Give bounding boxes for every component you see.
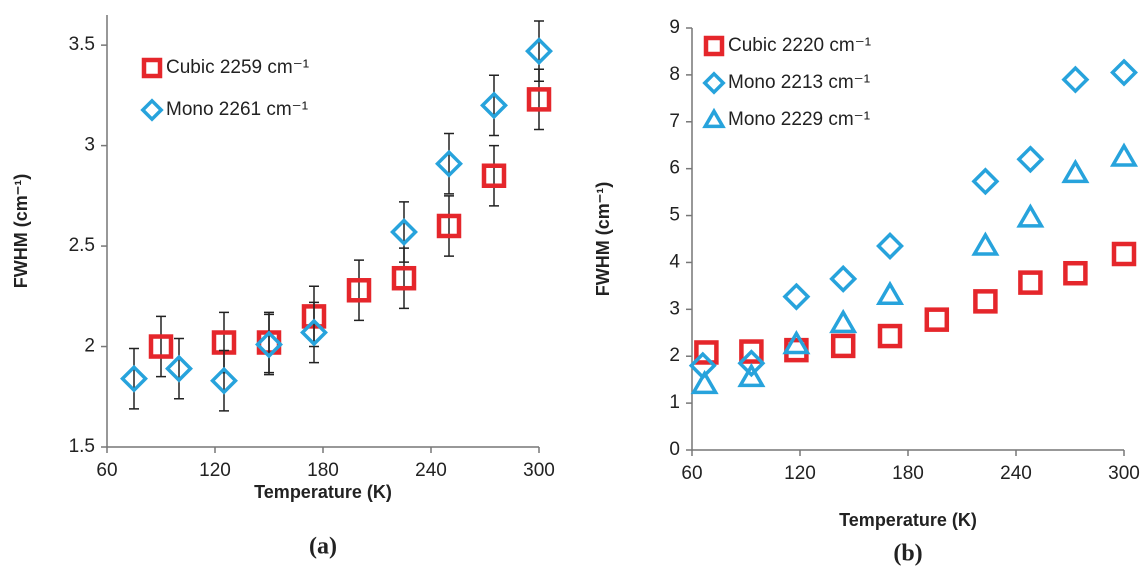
error-bar bbox=[444, 195, 454, 257]
marker-diamond bbox=[1016, 145, 1045, 174]
marker-square bbox=[526, 87, 552, 112]
error-bar bbox=[264, 313, 274, 376]
x-tick-label: 60 bbox=[681, 463, 702, 484]
y-tick-label: 3.5 bbox=[69, 34, 95, 55]
marker-diamond bbox=[255, 330, 283, 359]
y-tick-label: 1 bbox=[669, 392, 680, 413]
error-bar bbox=[489, 74, 499, 137]
marker-diamond bbox=[1061, 65, 1090, 94]
marker-square bbox=[1063, 260, 1088, 286]
error-bar bbox=[156, 315, 166, 378]
marker-diamond bbox=[525, 37, 553, 66]
marker-diamond bbox=[829, 264, 858, 293]
y-tick-label: 7 bbox=[669, 111, 680, 132]
legend-label: Mono 2229 cm⁻¹ bbox=[728, 109, 870, 130]
marker-diamond bbox=[1110, 58, 1138, 87]
marker-triangle bbox=[1016, 203, 1045, 228]
marker-square bbox=[830, 333, 856, 359]
error-bar bbox=[309, 301, 319, 364]
marker-diamond bbox=[435, 149, 463, 178]
x-tick-label: 240 bbox=[415, 460, 447, 481]
marker-diamond bbox=[876, 232, 904, 261]
y-axis-title: FWHM (cm⁻¹) bbox=[593, 182, 613, 296]
legend-label: Mono 2261 cm⁻¹ bbox=[166, 99, 308, 120]
marker-diamond bbox=[480, 91, 508, 120]
x-tick-label: 300 bbox=[1108, 463, 1140, 484]
marker-square bbox=[141, 57, 163, 79]
y-tick-label: 3 bbox=[84, 135, 95, 156]
x-tick-label: 300 bbox=[523, 460, 555, 481]
marker-square bbox=[703, 35, 725, 57]
marker-triangle bbox=[737, 362, 766, 388]
y-tick-label: 3 bbox=[669, 298, 680, 319]
panel-label: (b) bbox=[893, 541, 922, 567]
marker-square bbox=[973, 289, 998, 314]
marker-square bbox=[481, 163, 507, 188]
marker-square bbox=[877, 323, 903, 349]
y-tick-label: 2 bbox=[669, 345, 680, 366]
marker-triangle bbox=[1109, 142, 1139, 167]
x-tick-label: 180 bbox=[307, 460, 339, 481]
marker-square bbox=[1111, 241, 1137, 267]
x-axis-title: Temperature (K) bbox=[839, 510, 977, 530]
legend-label: Mono 2213 cm⁻¹ bbox=[728, 72, 870, 93]
x-tick-label: 120 bbox=[784, 463, 816, 484]
y-tick-label: 2 bbox=[84, 336, 95, 357]
marker-diamond bbox=[165, 354, 193, 383]
marker-diamond bbox=[782, 282, 811, 311]
legend-label: Cubic 2259 cm⁻¹ bbox=[166, 57, 309, 78]
error-bar bbox=[219, 349, 229, 412]
y-tick-label: 1.5 bbox=[69, 436, 95, 457]
marker-square bbox=[924, 307, 950, 332]
marker-triangle bbox=[782, 330, 811, 355]
marker-triangle bbox=[690, 369, 719, 395]
marker-triangle bbox=[875, 280, 905, 306]
marker-diamond bbox=[120, 364, 148, 393]
y-tick-label: 9 bbox=[669, 17, 680, 38]
marker-square bbox=[346, 278, 372, 303]
marker-diamond bbox=[300, 318, 328, 347]
y-tick-label: 0 bbox=[669, 439, 680, 460]
y-tick-label: 6 bbox=[669, 158, 680, 179]
marker-square bbox=[1018, 270, 1043, 295]
marker-triangle bbox=[829, 308, 858, 334]
marker-square bbox=[739, 339, 764, 364]
marker-diamond bbox=[737, 349, 766, 378]
x-tick-label: 120 bbox=[199, 460, 231, 481]
error-bar bbox=[444, 132, 454, 195]
y-tick-label: 5 bbox=[669, 205, 680, 226]
marker-square bbox=[436, 213, 462, 239]
x-tick-label: 60 bbox=[96, 460, 117, 481]
error-bar bbox=[129, 347, 139, 410]
error-bar bbox=[354, 259, 364, 322]
marker-triangle bbox=[1061, 158, 1090, 184]
marker-diamond bbox=[210, 366, 238, 395]
error-bar bbox=[534, 20, 544, 83]
x-tick-label: 240 bbox=[1000, 463, 1032, 484]
error-bar bbox=[174, 337, 184, 400]
marker-square bbox=[391, 265, 417, 291]
error-bar bbox=[399, 201, 409, 263]
marker-diamond bbox=[390, 218, 418, 246]
marker-triangle bbox=[702, 107, 726, 129]
y-tick-label: 2.5 bbox=[69, 235, 95, 256]
marker-triangle bbox=[971, 231, 1000, 256]
marker-square bbox=[148, 334, 174, 359]
y-tick-label: 4 bbox=[669, 251, 680, 272]
marker-square bbox=[694, 340, 719, 365]
error-bar bbox=[489, 144, 499, 207]
y-axis-title: FWHM (cm⁻¹) bbox=[11, 174, 31, 288]
x-axis-title: Temperature (K) bbox=[254, 482, 392, 502]
marker-diamond bbox=[702, 71, 726, 95]
legend-label: Cubic 2220 cm⁻¹ bbox=[728, 35, 871, 56]
marker-diamond bbox=[140, 98, 164, 122]
marker-diamond bbox=[971, 167, 1000, 196]
panel-label: (a) bbox=[309, 534, 337, 560]
x-tick-label: 180 bbox=[892, 463, 924, 484]
y-tick-label: 8 bbox=[669, 64, 680, 85]
